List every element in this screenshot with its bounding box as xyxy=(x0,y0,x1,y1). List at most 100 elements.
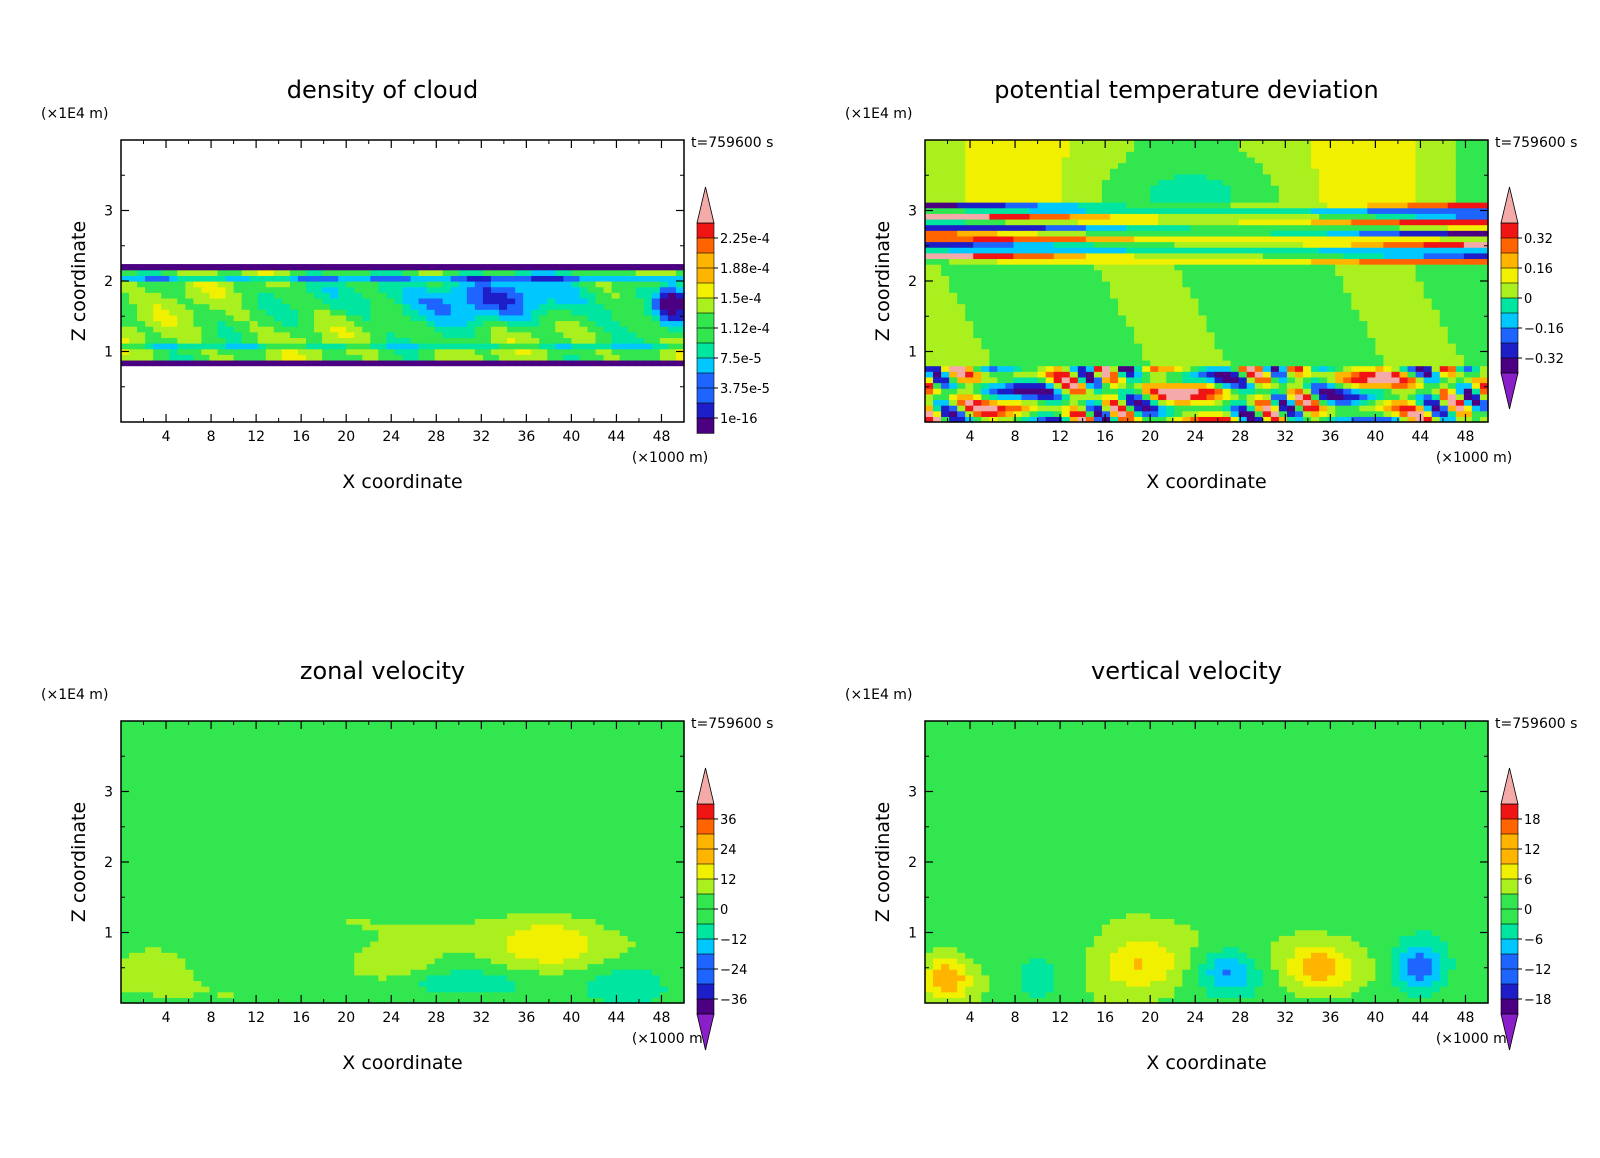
field-cell xyxy=(121,309,130,316)
field-cell xyxy=(1319,309,1328,316)
field-cell xyxy=(1069,179,1079,186)
field-cell xyxy=(386,275,396,282)
field-cell xyxy=(1455,156,1465,164)
field-cell xyxy=(1286,309,1296,316)
field-cell xyxy=(1158,303,1167,310)
field-cell xyxy=(933,275,942,282)
field-cell xyxy=(651,309,661,316)
field-cell xyxy=(1061,190,1071,197)
field-cell xyxy=(587,359,597,367)
field-cell xyxy=(603,297,613,305)
field-cell xyxy=(1174,190,1183,197)
field-cell xyxy=(249,337,259,344)
field-cell xyxy=(1246,190,1256,197)
field-cell xyxy=(121,974,130,982)
field-cell xyxy=(1278,331,1288,338)
field-cell xyxy=(1166,173,1175,181)
field-cell xyxy=(1415,202,1425,209)
field-cell xyxy=(1021,365,1031,372)
field-cell xyxy=(1471,382,1481,389)
field-cell xyxy=(1214,297,1224,305)
field-cell xyxy=(523,303,532,310)
field-cell xyxy=(1037,354,1047,361)
field-cell xyxy=(1029,326,1039,333)
field-cell xyxy=(1222,140,1232,147)
field-cell xyxy=(1471,156,1481,164)
field-cell xyxy=(370,348,379,355)
field-cell xyxy=(1431,173,1441,181)
field-cell xyxy=(1238,202,1248,209)
field-cell xyxy=(1182,269,1192,276)
field-cell xyxy=(1471,376,1481,384)
field-cell xyxy=(1222,309,1232,316)
colorbar-label: 3.75e-5 xyxy=(720,382,770,397)
field-cell xyxy=(1359,405,1368,412)
field-cell xyxy=(1303,393,1312,401)
field-cell xyxy=(539,359,548,367)
field-cell xyxy=(1093,376,1103,384)
field-cell xyxy=(1134,241,1143,248)
field-cell xyxy=(482,281,492,288)
field-cell xyxy=(378,292,388,299)
field-cell xyxy=(217,303,227,310)
field-cell xyxy=(1391,224,1401,231)
field-cell xyxy=(1335,207,1344,214)
field-cell xyxy=(973,179,982,186)
field-cell xyxy=(1222,224,1232,231)
field-cell xyxy=(1134,196,1143,203)
field-cell xyxy=(1093,173,1103,181)
field-cell xyxy=(1359,382,1368,389)
field-cell xyxy=(1391,241,1401,248)
field-cell xyxy=(466,269,476,276)
field-cell xyxy=(1053,168,1063,175)
field-cell xyxy=(1471,371,1481,378)
colorbar-upper-arrow xyxy=(1500,186,1519,224)
field-cell xyxy=(1158,269,1167,276)
field-cell xyxy=(981,326,990,333)
field-cell xyxy=(1311,281,1320,288)
field-cell xyxy=(1463,196,1473,203)
field-cell xyxy=(651,286,661,293)
field-cell xyxy=(1335,343,1344,350)
field-cell xyxy=(1431,376,1441,384)
field-cell xyxy=(1319,281,1328,288)
field-cell xyxy=(965,275,974,282)
field-cell xyxy=(1327,320,1336,327)
field-cell xyxy=(1206,252,1216,260)
field-cell xyxy=(1471,151,1481,158)
field-cell xyxy=(257,348,267,355)
field-cell xyxy=(949,326,958,333)
field-cell xyxy=(185,343,194,350)
field-cell xyxy=(418,359,428,367)
field-cell xyxy=(1399,405,1409,412)
x-tick-label: 32 xyxy=(472,429,490,445)
field-cell xyxy=(1471,185,1481,192)
field-cell xyxy=(1174,185,1183,192)
field-cell xyxy=(1061,326,1071,333)
field-cell xyxy=(1415,399,1425,406)
field-cell xyxy=(1174,173,1183,181)
field-cell xyxy=(1085,224,1095,231)
field-cell xyxy=(161,264,170,271)
field-cell xyxy=(989,162,998,169)
field-cell xyxy=(137,292,146,299)
field-cell xyxy=(322,297,331,305)
field-cell xyxy=(1126,281,1135,288)
field-cell xyxy=(1158,337,1167,344)
field-cell xyxy=(1101,416,1111,423)
field-cell xyxy=(1093,320,1103,327)
field-cell xyxy=(1198,359,1208,367)
field-cell xyxy=(1391,331,1401,338)
field-cell xyxy=(305,348,315,355)
field-cell xyxy=(1085,247,1095,254)
field-cell xyxy=(1037,168,1047,175)
field-cell xyxy=(1238,303,1248,310)
field-cell xyxy=(1343,343,1352,350)
field-cell xyxy=(1061,269,1071,276)
field-cell xyxy=(209,292,219,299)
field-cell xyxy=(1254,281,1264,288)
field-cell xyxy=(137,269,146,276)
field-cell xyxy=(1198,269,1208,276)
field-cell xyxy=(482,309,492,316)
field-cell xyxy=(1013,399,1023,406)
